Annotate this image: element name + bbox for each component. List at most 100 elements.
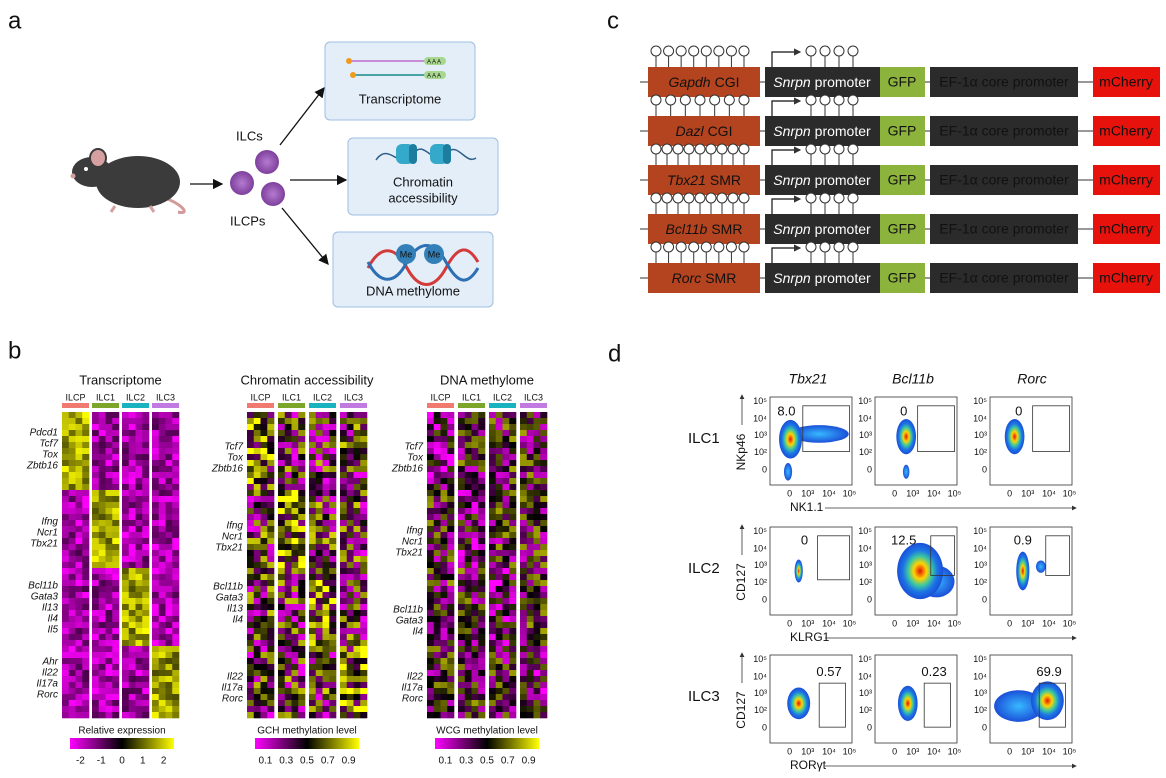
heatmap-cell [172,664,180,671]
heatmap-cell [112,466,120,473]
x-tick-label: 10⁴ [927,746,941,756]
heatmap-cell [172,550,180,557]
output-box [332,231,494,308]
heatmap-cell [440,436,448,443]
output-label: DNA methylome [366,283,460,298]
heatmap-cell [278,496,286,503]
heatmap-cell [440,592,448,599]
heatmap-cell [75,490,83,497]
heatmap-cell [92,562,100,569]
heatmap-cell [520,562,528,569]
heatmap-cell [247,532,255,539]
heatmap-cell [471,622,479,629]
heatmap-cell [247,574,255,581]
heatmap-cell [360,544,368,551]
heatmap-cell [112,544,120,551]
heatmap-cell [112,538,120,545]
heatmap-cell [105,664,113,671]
column-bar [62,403,89,408]
heatmap-cell [526,550,534,557]
heatmap-cell [122,604,130,611]
heatmap-cell [509,448,517,455]
heatmap-cell [298,634,306,641]
x-tick-label: 10³ [1021,746,1034,756]
heatmap-cell [128,574,136,581]
heatmap-cell [247,610,255,617]
heatmap-cell [315,574,323,581]
heatmap-cell [360,550,368,557]
cpg-site [847,45,859,57]
heatmap-cell [152,424,160,431]
heatmap-cell [298,646,306,653]
heatmap-cell [322,610,330,617]
heatmap-cell [122,562,130,569]
heatmap-cell [489,640,497,647]
heatmap-cell [458,658,466,665]
heatmap-cell [247,490,255,497]
heatmap-cell [122,634,130,641]
heatmap-cell [489,658,497,665]
cpg-site [694,192,706,204]
heatmap-cell [82,562,90,569]
heatmap-cell [464,574,472,581]
heatmap-cell [267,514,275,521]
heatmap-cell [540,460,548,467]
gene-label: Tox [407,453,424,464]
heatmap-cell [62,472,70,479]
heatmap-cell [353,424,361,431]
heatmap-cell [458,490,466,497]
heatmap-cell [291,472,299,479]
column-label: ILCP [430,392,450,402]
heatmap-cell [112,496,120,503]
heatmap-cell [533,616,541,623]
column-label: ILC3 [524,392,543,402]
heatmap-cell [165,640,173,647]
heatmap-cell [62,430,70,437]
heatmap-cell [158,652,166,659]
heatmap-cell [309,526,317,533]
heatmap-cell [440,640,448,647]
heatmap-cell [464,526,472,533]
heatmap-cell [172,484,180,491]
gene-label: Tox [42,450,59,461]
heatmap-cell [253,628,261,635]
heatmap-cell [440,616,448,623]
heatmap-cell [284,466,292,473]
heatmap-cell [112,652,120,659]
heatmap-cell [533,466,541,473]
heatmap-cell [98,508,106,515]
heatmap-cell [309,586,317,593]
heatmap-cell [247,544,255,551]
heatmap-cell [267,634,275,641]
heatmap-cell [489,448,497,455]
heatmap-cell [533,436,541,443]
heatmap-cell [128,430,136,437]
heatmap-cell [98,694,106,701]
heatmap-cell [322,532,330,539]
heatmap-cell [68,478,76,485]
gene-label: Ncr1 [222,532,243,543]
y-tick-label: 10⁴ [858,543,872,553]
heatmap-cell [298,676,306,683]
heatmap-cell [360,682,368,689]
heatmap-cell [447,454,455,461]
heatmap-cell [471,532,479,539]
heatmap-cell [165,670,173,677]
heatmap-cell [291,556,299,563]
heatmap-cell [152,550,160,557]
heatmap-cell [112,712,120,719]
heatmap-cell [128,490,136,497]
heatmap-cell [315,484,323,491]
heatmap-cell [471,706,479,713]
heatmap-cell [526,580,534,587]
heatmap-cell [172,640,180,647]
heatmap-cell [291,652,299,659]
heatmap-cell [329,562,337,569]
heatmap-cell [158,550,166,557]
promoter-word: promoter [815,123,871,139]
heatmap-cell [322,646,330,653]
heatmap-cell [68,652,76,659]
heatmap-cell [158,484,166,491]
heatmap-cell [112,454,120,461]
heatmap-cell [165,472,173,479]
